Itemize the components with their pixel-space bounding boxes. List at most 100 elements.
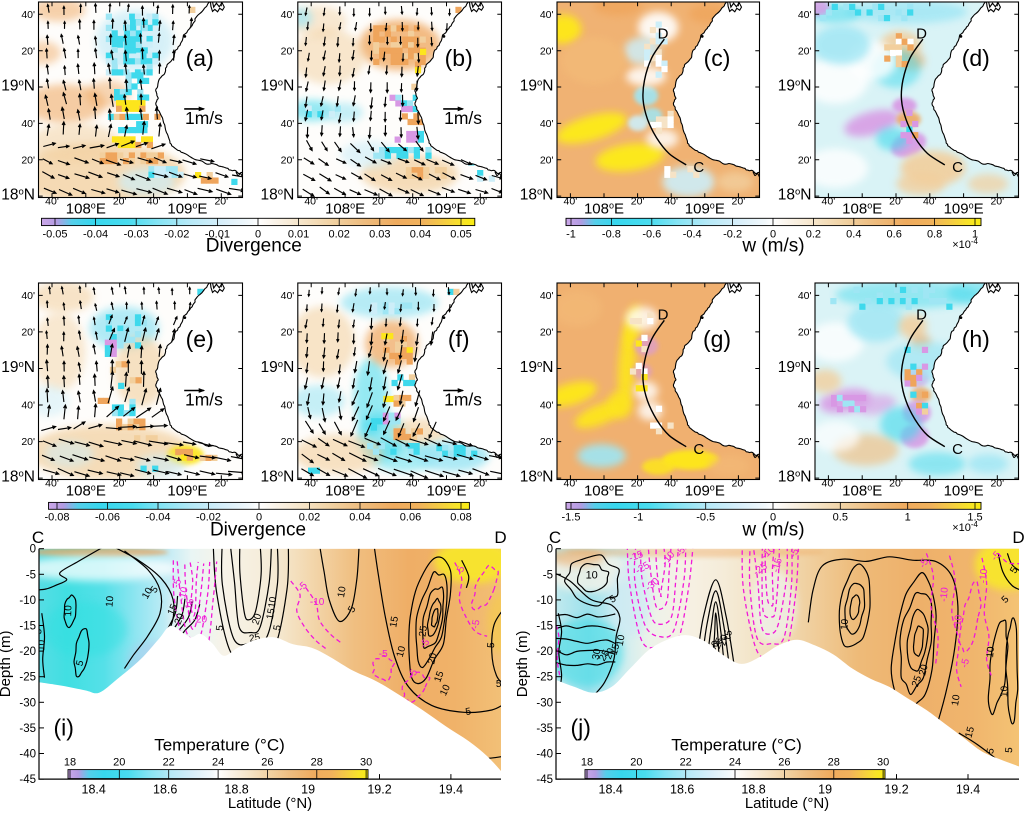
svg-text:(i): (i) — [53, 714, 73, 740]
svg-text:-1: -1 — [633, 512, 643, 524]
svg-text:1m/s: 1m/s — [185, 390, 223, 410]
svg-text:19oN: 19oN — [778, 359, 812, 376]
svg-text:108oE: 108oE — [842, 483, 882, 500]
svg-text:-0.08: -0.08 — [44, 512, 69, 524]
svg-text:40': 40' — [21, 290, 35, 302]
svg-text:19.4: 19.4 — [956, 783, 980, 797]
svg-text:5: 5 — [465, 706, 473, 718]
svg-text:40': 40' — [798, 400, 812, 412]
svg-text:Temperature (°C): Temperature (°C) — [154, 736, 285, 755]
svg-text:19oN: 19oN — [261, 78, 295, 95]
svg-text:20': 20' — [21, 45, 35, 57]
svg-text:18oN: 18oN — [1, 187, 35, 204]
svg-text:5: 5 — [985, 747, 997, 755]
svg-text:24: 24 — [729, 757, 741, 769]
svg-text:-1.5: -1.5 — [562, 512, 581, 524]
svg-text:109oE: 109oE — [944, 483, 984, 500]
svg-text:20: 20 — [603, 646, 617, 661]
svg-text:108oE: 108oE — [66, 201, 106, 218]
svg-text:0.02: 0.02 — [328, 229, 349, 241]
svg-text:25: 25 — [597, 648, 612, 664]
svg-text:19oN: 19oN — [520, 359, 554, 376]
svg-text:109oE: 109oE — [685, 201, 725, 218]
svg-text:40': 40' — [540, 118, 554, 130]
svg-text:18.8: 18.8 — [741, 783, 765, 797]
svg-text:(f): (f) — [448, 326, 470, 352]
svg-text:C: C — [693, 441, 704, 458]
svg-text:19oN: 19oN — [1, 78, 35, 95]
svg-text:20': 20' — [113, 196, 127, 208]
svg-text:40': 40' — [564, 196, 578, 208]
svg-text:40': 40' — [21, 400, 35, 412]
svg-text:-0.6: -0.6 — [642, 229, 661, 241]
svg-text:-45: -45 — [19, 774, 36, 786]
svg-text:C: C — [952, 441, 963, 458]
svg-text:-10: -10 — [19, 595, 36, 607]
svg-text:C: C — [549, 528, 561, 547]
svg-text:1: 1 — [905, 512, 911, 524]
svg-text:10: 10 — [839, 618, 851, 630]
svg-text:15: 15 — [964, 725, 978, 739]
svg-text:0.6: 0.6 — [887, 229, 902, 241]
svg-text:(d): (d) — [962, 45, 990, 71]
svg-text:-0.02: -0.02 — [196, 512, 221, 524]
svg-text:-15: -15 — [627, 549, 645, 564]
svg-text:0.05: 0.05 — [450, 229, 471, 241]
svg-text:-5: -5 — [674, 545, 688, 559]
svg-text:10: 10 — [395, 645, 409, 659]
svg-text:D: D — [658, 306, 669, 323]
svg-text:D: D — [658, 25, 669, 42]
svg-text:-0.04: -0.04 — [145, 512, 170, 524]
svg-text:0: 0 — [30, 544, 36, 556]
svg-text:15: 15 — [388, 615, 401, 628]
svg-text:40': 40' — [540, 9, 554, 21]
svg-text:40': 40' — [304, 478, 318, 490]
svg-text:40': 40' — [540, 290, 554, 302]
svg-text:5: 5 — [33, 628, 44, 634]
svg-text:1m/s: 1m/s — [185, 108, 223, 128]
svg-text:15: 15 — [609, 642, 623, 656]
svg-text:-20: -20 — [19, 646, 36, 658]
svg-text:18.6: 18.6 — [670, 783, 694, 797]
svg-text:1: 1 — [972, 229, 978, 241]
svg-text:0.8: 0.8 — [927, 229, 942, 241]
svg-text:10: 10 — [336, 585, 349, 598]
svg-text:-45: -45 — [536, 774, 553, 786]
svg-text:-0.03: -0.03 — [124, 229, 149, 241]
svg-text:20': 20' — [631, 478, 645, 490]
svg-text:108oE: 108oE — [325, 201, 365, 218]
svg-text:5: 5 — [272, 624, 284, 632]
svg-text:18: 18 — [581, 757, 593, 769]
svg-text:20': 20' — [990, 196, 1004, 208]
svg-text:-20: -20 — [536, 646, 553, 658]
svg-text:-5: -5 — [454, 564, 468, 577]
svg-text:5: 5 — [215, 624, 226, 631]
svg-text:15: 15 — [265, 607, 278, 620]
svg-text:10: 10 — [104, 595, 116, 607]
svg-text:40': 40' — [406, 478, 420, 490]
svg-text:15: 15 — [722, 629, 735, 642]
svg-text:-0.04: -0.04 — [83, 229, 108, 241]
svg-text:40': 40' — [664, 478, 678, 490]
svg-text:18oN: 18oN — [520, 469, 554, 486]
svg-text:20': 20' — [281, 154, 295, 166]
svg-text:-0.01: -0.01 — [205, 229, 230, 241]
svg-text:0: 0 — [770, 229, 776, 241]
svg-text:-0.05: -0.05 — [42, 229, 67, 241]
svg-text:40': 40' — [45, 478, 59, 490]
svg-text:(g): (g) — [703, 326, 731, 352]
svg-text:-0.06: -0.06 — [95, 512, 120, 524]
svg-text:D: D — [916, 25, 927, 42]
svg-text:20': 20' — [732, 478, 746, 490]
svg-text:D: D — [1012, 528, 1024, 547]
svg-text:1.5: 1.5 — [967, 512, 982, 524]
svg-text:109oE: 109oE — [167, 201, 207, 218]
svg-text:40': 40' — [21, 118, 35, 130]
svg-text:40': 40' — [923, 196, 937, 208]
svg-text:(c): (c) — [704, 45, 731, 71]
svg-text:0.01: 0.01 — [288, 229, 309, 241]
svg-text:Depth (m): Depth (m) — [514, 631, 531, 698]
svg-text:w (m/s): w (m/s) — [741, 520, 804, 541]
svg-text:10: 10 — [985, 646, 997, 658]
svg-text:-40: -40 — [536, 749, 553, 761]
